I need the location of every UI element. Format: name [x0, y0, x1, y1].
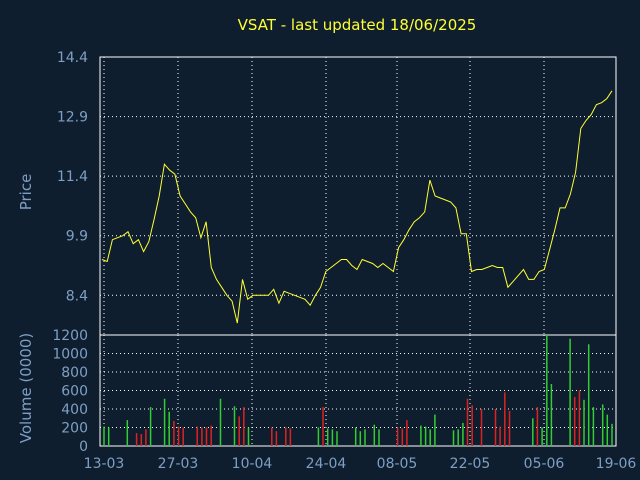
price-tick-label: 14.4 — [57, 50, 88, 66]
volume-tick-label: 200 — [61, 421, 88, 437]
volume-panel: 1200 1000 800 600 400 200 0 Volume (0000) — [17, 328, 617, 455]
date-tick-label: 05-06 — [524, 456, 565, 472]
price-axis-label: Price — [17, 174, 35, 211]
volume-tick-label: 800 — [61, 365, 88, 381]
date-tick-label: 22-05 — [450, 456, 491, 472]
chart-title: VSAT - last updated 18/06/2025 — [238, 16, 477, 34]
volume-tick-label: 400 — [61, 402, 88, 418]
price-panel: 14.4 12.9 11.4 9.9 8.4 Price — [17, 50, 617, 336]
volume-tick-label: 1200 — [52, 328, 88, 344]
price-tick-label: 9.9 — [66, 229, 88, 245]
date-tick-label: 27-03 — [158, 456, 199, 472]
volume-axis-label: Volume (0000) — [17, 333, 35, 443]
date-tick-label: 13-03 — [84, 456, 125, 472]
date-tick-label: 19-06 — [596, 456, 637, 472]
price-tick-label: 12.9 — [57, 110, 88, 126]
date-tick-label: 08-05 — [377, 456, 418, 472]
volume-plot-frame — [99, 334, 617, 447]
price-tick-label: 11.4 — [57, 169, 88, 185]
date-tick-label: 10-04 — [232, 456, 273, 472]
price-plot-frame — [99, 56, 617, 336]
price-tick-label: 8.4 — [66, 288, 88, 304]
date-tick-label: 24-04 — [306, 456, 347, 472]
volume-tick-label: 1000 — [52, 347, 88, 363]
volume-tick-label: 600 — [61, 384, 88, 400]
volume-tick-label: 0 — [79, 439, 88, 455]
price-line — [101, 90, 613, 324]
